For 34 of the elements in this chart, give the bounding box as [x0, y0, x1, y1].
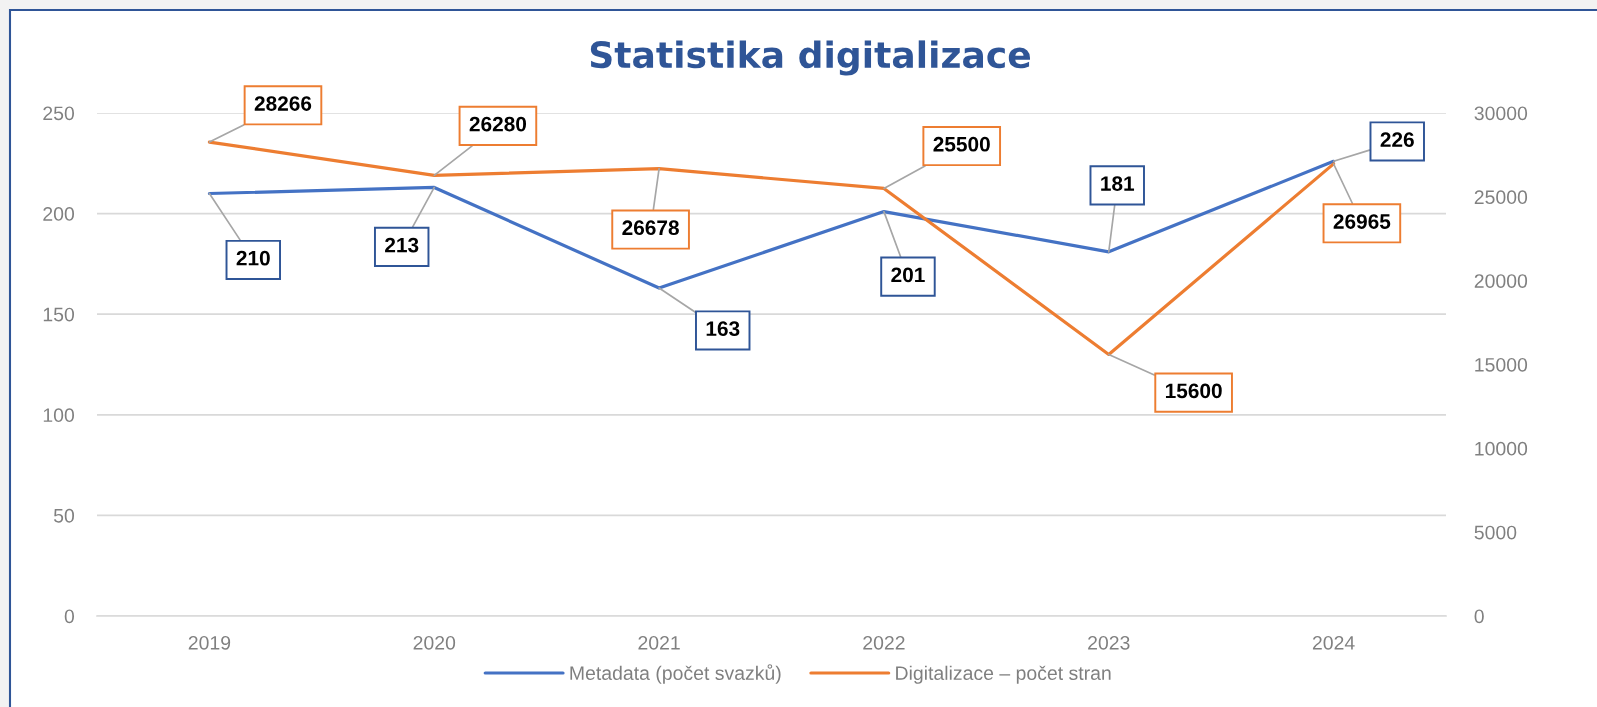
data-label: 163: [706, 321, 740, 337]
data-label: 226: [1380, 132, 1414, 148]
data-label: 28266: [254, 96, 312, 111]
legend-label: Metadata (počet svazků): [570, 664, 781, 684]
y-tick-label: 200: [43, 207, 75, 221]
y-tick-label: 250: [43, 106, 75, 121]
x-tick-label: 2022: [863, 635, 905, 650]
y-tick-label: 0: [64, 609, 75, 624]
data-label: 26965: [1333, 214, 1391, 229]
y2-tick-label: 30000: [1474, 106, 1528, 121]
x-tick-label: 2023: [1088, 635, 1130, 650]
x-tick-label: 2021: [638, 635, 680, 650]
y2-tick-label: 0: [1474, 609, 1484, 624]
data-label: 26678: [622, 220, 679, 236]
y-tick-label: 100: [43, 408, 75, 423]
y2-tick-label: 25000: [1474, 190, 1528, 205]
y2-tick-label: 10000: [1475, 441, 1528, 456]
x-tick-label: 2019: [188, 635, 231, 650]
data-label: 15600: [1165, 383, 1222, 399]
data-label: 213: [385, 237, 419, 253]
y2-tick-label: 15000: [1475, 357, 1528, 372]
y2-tick-label: 20000: [1474, 274, 1528, 288]
chart-title: Statistika digitalizace: [590, 40, 1030, 76]
data-label: 201: [891, 267, 925, 283]
x-tick-label: 2020: [413, 635, 456, 650]
legend-label: Digitalizace – počet stran: [896, 665, 1111, 684]
y2-tick-label: 5000: [1474, 525, 1517, 540]
data-label: 210: [236, 250, 270, 266]
data-label: 26280: [469, 116, 527, 132]
x-tick-label: 2024: [1312, 635, 1355, 650]
data-label: 181: [1101, 176, 1135, 191]
data-label: 25500: [933, 136, 990, 152]
y-tick-label: 150: [43, 307, 75, 322]
y-tick-label: 50: [53, 508, 75, 523]
